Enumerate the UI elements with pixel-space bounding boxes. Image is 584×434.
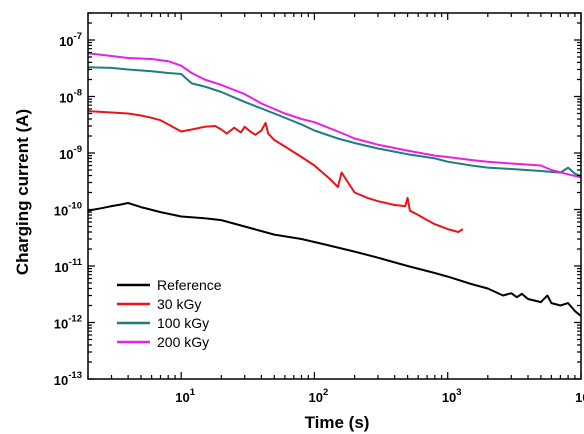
y-tick-label: 10-10 (54, 200, 82, 218)
x-axis-title: Time (s) (305, 413, 370, 432)
legend-label: 200 kGy (157, 334, 209, 350)
y-tick-label: 10-13 (54, 370, 82, 388)
x-tick-label: 104 (575, 387, 584, 405)
y-tick-label: 10-8 (59, 87, 82, 105)
tick-marks (87, 12, 582, 380)
legend-label: Reference (157, 277, 222, 293)
x-tick-label: 102 (309, 387, 329, 405)
x-tick-label: 103 (442, 387, 462, 405)
series-line-100-kgy (88, 66, 581, 178)
y-tick-label: 10-7 (59, 31, 82, 49)
series-line-200-kgy (88, 52, 581, 179)
y-tick-label: 10-11 (54, 257, 82, 275)
y-tick-label: 10-12 (54, 313, 82, 331)
tick-labels: 101 102 103 104 10-13 10-12 10-11 10-10 10-9 10-8… (54, 31, 584, 405)
legend-label: 30 kGy (157, 296, 201, 312)
legend-label: 100 kGy (157, 315, 209, 331)
x-tick-label: 101 (175, 387, 195, 405)
series-line-30-kgy (88, 110, 464, 233)
legend: Reference 30 kGy 100 kGy 200 kGy (117, 277, 222, 350)
axis-ticks (87, 12, 582, 380)
y-tick-label: 10-9 (59, 144, 82, 162)
plot-frame (87, 12, 582, 380)
series-line-reference (88, 202, 581, 317)
series-lines (88, 52, 581, 317)
y-axis-title: Charging current (A) (13, 109, 32, 275)
